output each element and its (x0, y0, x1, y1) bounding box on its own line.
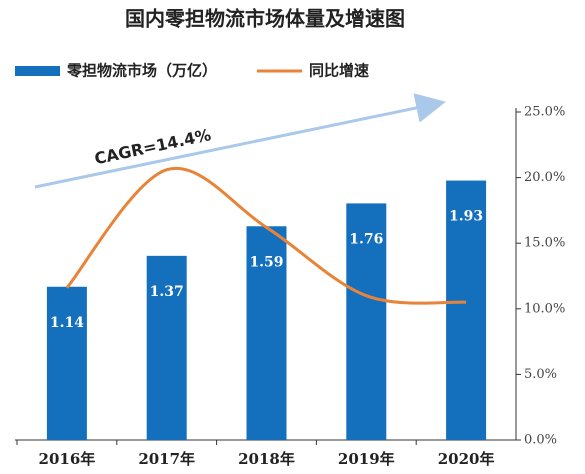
chart-title: 国内零担物流市场体量及增速图 (125, 7, 405, 31)
bar-value-label: 1.14 (50, 315, 84, 331)
y2-tick-label: 20.0% (524, 170, 565, 185)
legend-label: 零担物流市场（万亿） (66, 62, 217, 80)
x-tick-label: 2018年 (238, 450, 295, 468)
bar (246, 226, 287, 440)
x-tick-label: 2016年 (39, 450, 96, 468)
growth-line (65, 166, 467, 305)
trend-arrow (34, 93, 446, 189)
bar (346, 203, 387, 440)
bar-value-label: 1.59 (249, 254, 283, 270)
y2-tick-label: 15.0% (524, 236, 565, 251)
y2-tick-label: 5.0% (524, 367, 557, 382)
bar-value-label: 1.76 (349, 231, 383, 247)
bar-value-label: 1.37 (150, 284, 184, 300)
x-tick-label: 2020年 (438, 450, 495, 468)
legend-swatch (15, 66, 60, 76)
bar (446, 180, 487, 440)
x-tick-label: 2017年 (138, 450, 195, 468)
y2-tick-label: 0.0% (524, 433, 557, 448)
bar (146, 255, 187, 440)
legend-label: 同比增速 (309, 62, 369, 80)
bar (46, 286, 87, 440)
bar-value-label: 1.93 (449, 209, 483, 225)
y2-tick-label: 10.0% (524, 301, 565, 316)
y2-tick-label: 25.0% (524, 105, 565, 120)
x-tick-label: 2019年 (338, 450, 395, 468)
